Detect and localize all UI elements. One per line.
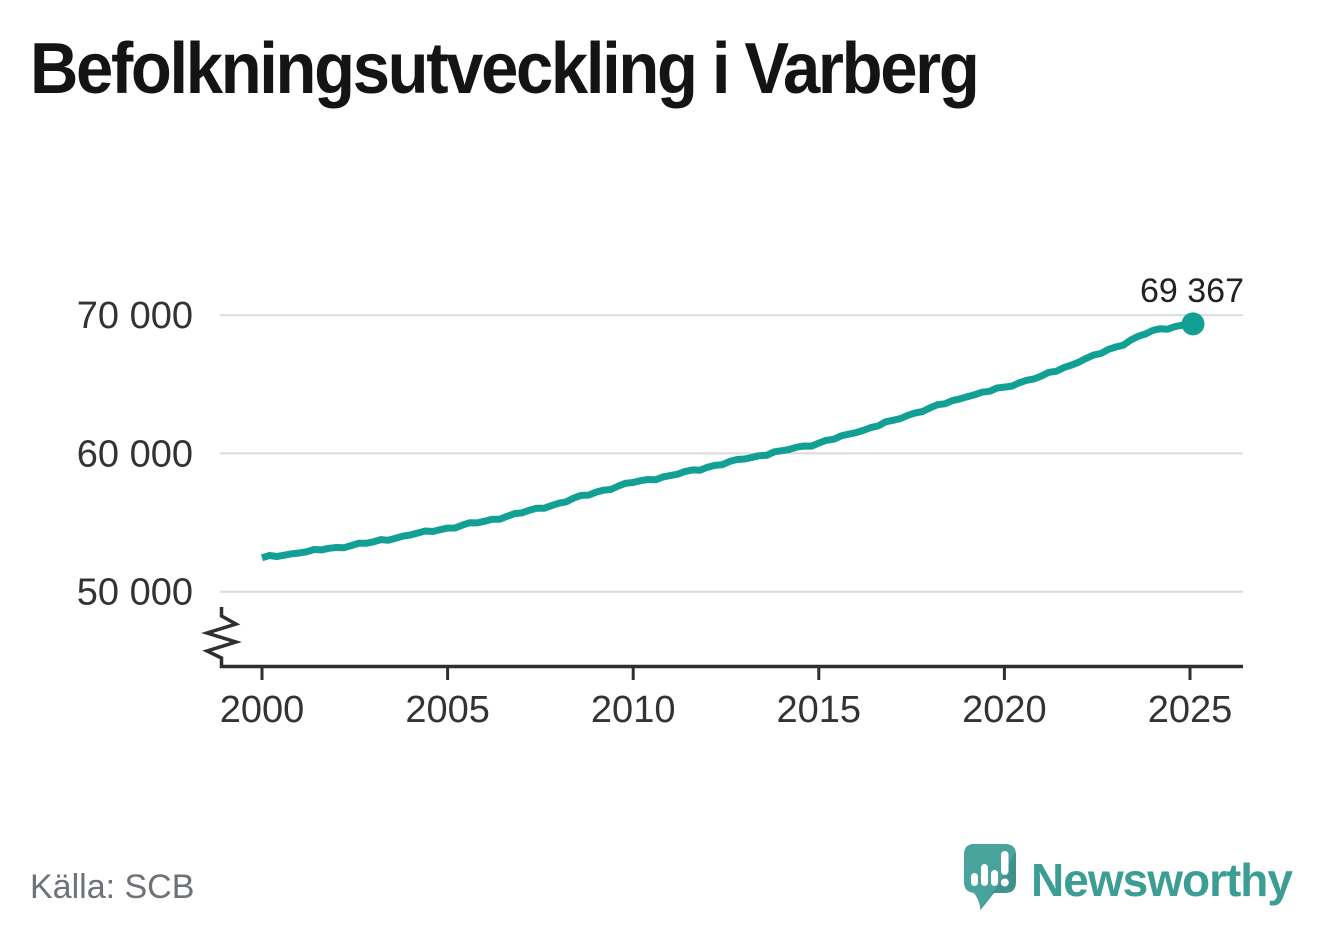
x-axis-tick-label: 2025	[1148, 689, 1233, 731]
newsworthy-logo-icon	[964, 844, 1017, 910]
newsworthy-logo: Newsworthy	[963, 843, 1293, 913]
axis-break-icon	[201, 607, 242, 668]
y-axis-tick-label: 50 000	[77, 572, 193, 614]
end-value-label: 69 367	[1140, 272, 1244, 310]
x-axis-tick-label: 2010	[591, 689, 676, 731]
trend-line	[260, 320, 1194, 562]
logo-bar-2	[981, 864, 989, 886]
data-point-marker	[1181, 312, 1205, 336]
newsworthy-wordmark: Newsworthy	[1031, 854, 1293, 906]
source-note: Källa: SCB	[30, 868, 195, 906]
logo-exclamation-bar	[1001, 851, 1009, 875]
x-axis-tick-label: 2020	[962, 689, 1047, 731]
y-axis-tick-label: 70 000	[77, 295, 193, 337]
logo-bar-3	[991, 870, 999, 886]
chart-title-text: Befolkningsutveckling i Varberg	[30, 29, 980, 109]
y-axis-tick-label: 60 000	[77, 433, 193, 475]
page-title: Befolkningsutveckling i Varberg	[30, 28, 1049, 110]
x-axis-tick-label: 2005	[405, 689, 490, 731]
x-axis-tick-label: 2000	[220, 689, 305, 731]
x-axis-tick-label: 2015	[777, 689, 862, 731]
logo-exclamation-dot	[1000, 878, 1009, 887]
logo-bar-1	[971, 873, 979, 886]
